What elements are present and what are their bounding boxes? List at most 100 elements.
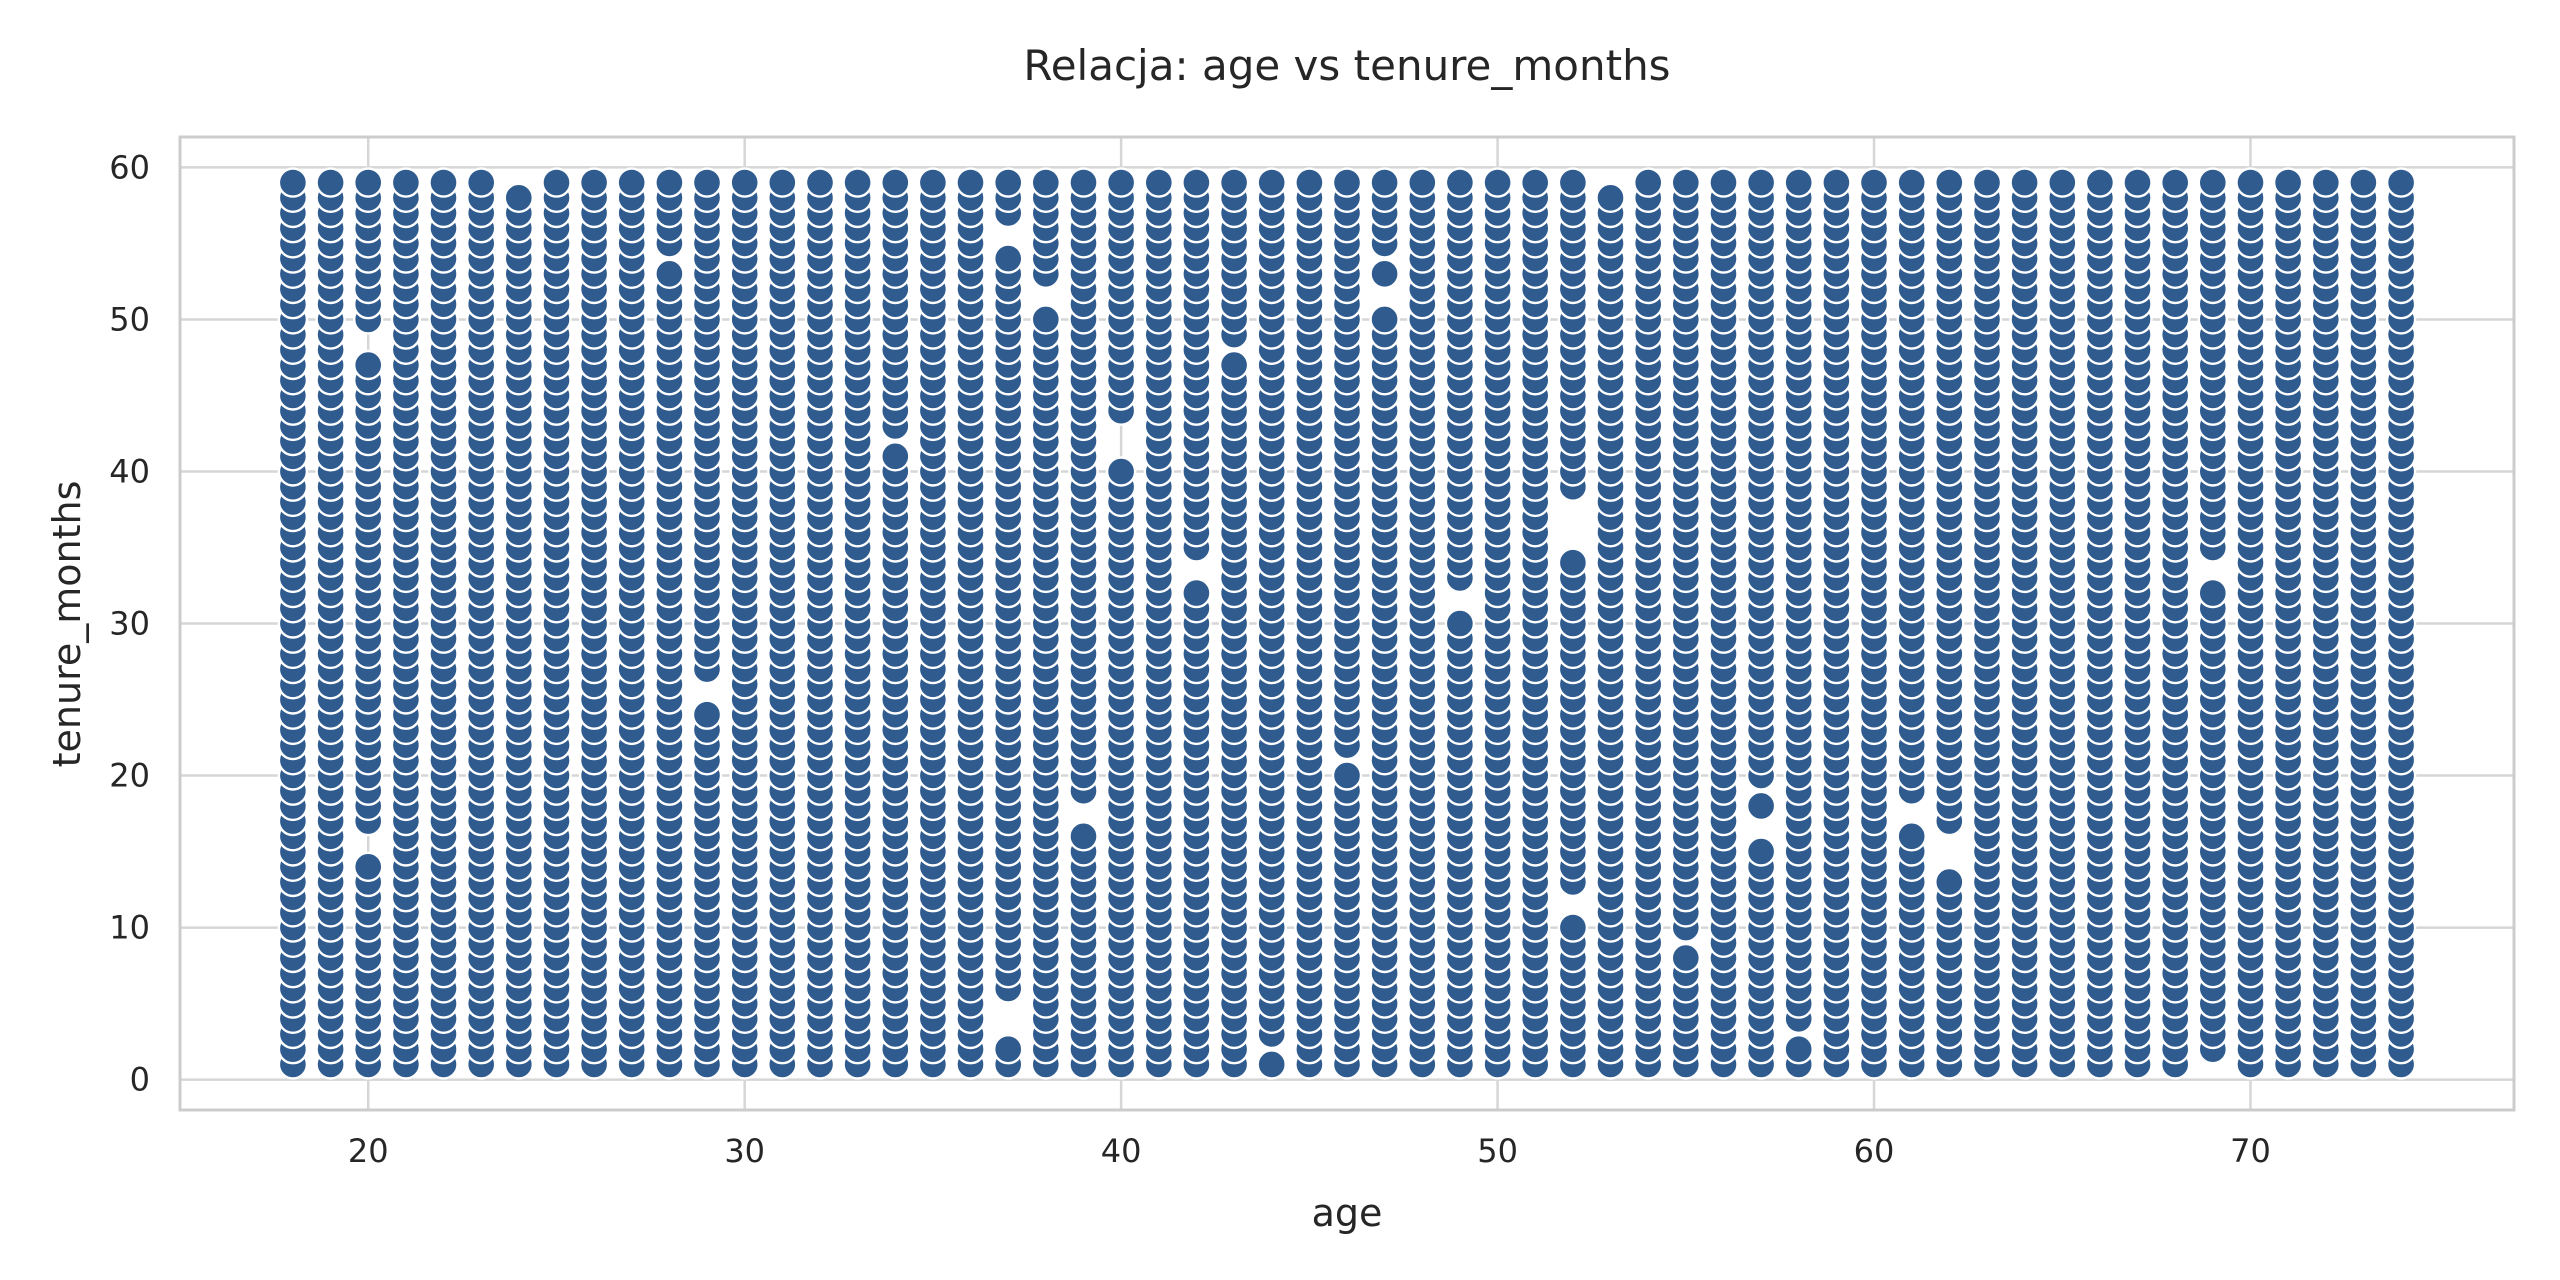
x-axis-label: age	[1312, 1191, 1383, 1235]
y-tick-label: 0	[130, 1061, 150, 1099]
data-point	[1331, 760, 1363, 791]
x-tick-label: 30	[724, 1132, 765, 1170]
data-point	[1444, 608, 1476, 639]
x-tick-label: 20	[348, 1132, 389, 1170]
data-point	[2197, 577, 2229, 609]
data-point	[1821, 167, 1852, 198]
data-point	[1294, 167, 1325, 198]
data-point	[1934, 866, 1965, 898]
data-point	[1632, 167, 1664, 198]
data-point	[729, 167, 760, 198]
data-point	[353, 167, 384, 198]
y-tick-labels: 0 10 20 30 40 50 60	[109, 148, 150, 1098]
data-point	[1369, 304, 1400, 335]
data-point	[2122, 167, 2153, 198]
data-point	[1030, 167, 1062, 198]
data-point	[1181, 577, 1212, 609]
data-point	[428, 167, 459, 198]
data-point	[654, 258, 685, 289]
data-point	[1557, 547, 1589, 578]
data-point	[1708, 167, 1739, 198]
data-point	[1143, 167, 1175, 198]
data-point	[1331, 167, 1363, 198]
data-point	[353, 851, 384, 882]
data-point	[1068, 167, 1099, 198]
data-point	[880, 167, 911, 198]
data-point	[616, 167, 647, 198]
data-point	[1030, 304, 1062, 335]
data-point	[2197, 167, 2229, 198]
data-point	[2348, 167, 2379, 198]
data-point	[541, 167, 572, 198]
data-point	[2047, 167, 2078, 198]
data-point	[2272, 167, 2304, 198]
data-point	[1595, 182, 1626, 214]
data-point	[1745, 167, 1777, 198]
y-tick-label: 10	[109, 909, 150, 947]
data-point	[2310, 167, 2342, 198]
data-point	[1783, 167, 1814, 198]
data-point	[1670, 167, 1702, 198]
x-tick-labels: 20 30 40 50 60 70	[348, 1132, 2271, 1170]
data-point	[1105, 167, 1137, 198]
data-point	[993, 1033, 1024, 1065]
data-point	[1858, 167, 1890, 198]
data-point	[955, 167, 986, 198]
data-point	[578, 167, 610, 198]
y-tick-label: 40	[109, 452, 150, 490]
data-point	[2159, 167, 2191, 198]
data-point	[1218, 167, 1250, 198]
data-point	[804, 167, 836, 198]
data-point	[1896, 167, 1927, 198]
data-points	[277, 167, 2417, 1080]
data-point	[691, 167, 723, 198]
data-point	[1745, 790, 1777, 822]
data-point	[1105, 456, 1137, 487]
x-tick-label: 60	[1854, 1132, 1895, 1170]
data-point	[2009, 167, 2040, 198]
y-tick-label: 60	[109, 148, 150, 186]
data-point	[1519, 167, 1551, 198]
data-point	[1557, 167, 1589, 198]
x-tick-label: 70	[2230, 1132, 2271, 1170]
data-point	[466, 167, 497, 198]
data-point	[842, 167, 873, 198]
data-point	[1369, 258, 1400, 289]
y-tick-label: 50	[109, 300, 150, 338]
data-point	[1256, 167, 1287, 198]
y-tick-label: 20	[109, 757, 150, 795]
data-point	[1670, 942, 1702, 974]
x-tick-label: 50	[1477, 1132, 1518, 1170]
chart-title: Relacja: age vs tenure_months	[1023, 41, 1670, 90]
data-point	[1068, 821, 1099, 852]
data-point	[993, 167, 1024, 198]
data-point	[1256, 1049, 1287, 1080]
data-point	[691, 699, 723, 730]
data-point	[880, 441, 911, 472]
plot-frame	[178, 135, 2516, 1112]
data-point	[1783, 1033, 1814, 1065]
data-point	[390, 167, 422, 198]
data-point	[315, 167, 346, 198]
x-tick-label: 40	[1101, 1132, 1142, 1170]
data-point	[2235, 167, 2266, 198]
data-point	[1482, 167, 1513, 198]
data-point	[1745, 836, 1777, 867]
data-point	[654, 167, 685, 198]
y-axis-label: tenure_months	[45, 481, 89, 768]
data-point	[503, 182, 534, 214]
data-point	[2385, 167, 2417, 198]
data-point	[353, 349, 384, 381]
y-tick-label: 30	[109, 605, 150, 643]
data-point	[1407, 167, 1438, 198]
data-point	[2084, 167, 2116, 198]
data-point	[1369, 167, 1400, 198]
data-point	[1181, 167, 1212, 198]
data-point	[1557, 912, 1589, 943]
data-point	[1971, 167, 2003, 198]
data-point	[767, 167, 798, 198]
data-point	[993, 243, 1024, 274]
data-point	[1444, 167, 1476, 198]
data-point	[277, 167, 309, 198]
